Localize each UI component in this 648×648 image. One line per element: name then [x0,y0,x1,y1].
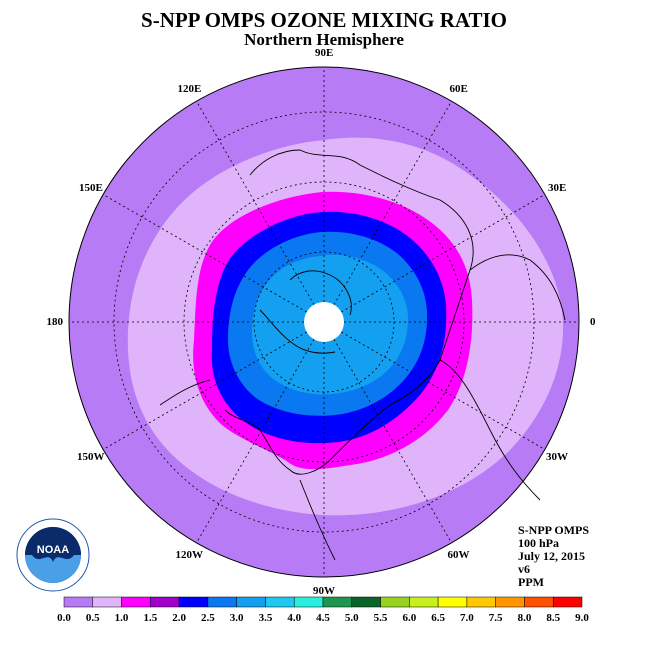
lon-label: 30W [545,450,568,463]
map-title: S-NPP OMPS OZONE MIXING RATIO [141,8,507,32]
colorbar: 0.0 0.5 1.0 1.5 2.0 2.5 3.0 3.5 4.0 4.5 5.0 5.5 6.0 6… [57,596,589,624]
colorbar-tick-label: 2.5 [201,612,215,624]
ozone-field [69,67,579,577]
info-line-level: 100 hPa [518,536,560,550]
colorbar-tick-label: 2.0 [172,612,186,624]
lon-label: 180 [46,316,64,328]
colorbar-swatch [121,596,151,608]
meridian-line [102,194,307,313]
lon-label: 0 [590,316,596,328]
colorbar-swatch [150,596,180,608]
colorbar-tick-label: 4.0 [287,612,301,624]
meridian-line [196,100,315,305]
lon-label: 90E [315,47,334,59]
map-border [68,66,580,578]
colorbar-swatch [178,596,209,608]
colorbar-swatch [322,596,353,608]
colorbar-swatch [409,596,439,608]
meridian-line [341,331,546,450]
colorbar-ticks: 0.0 0.5 1.0 1.5 2.0 2.5 3.0 3.5 4.0 4.5 5.0 5.5 6.0 6… [57,612,589,624]
colorbar-tick-label: 7.0 [460,612,474,624]
colorbar-tick-label: 0.5 [86,612,100,624]
lon-label: 120W [175,548,204,561]
coastlines [159,149,566,561]
lon-label: 120E [177,83,202,96]
colorbar-swatch [351,596,381,608]
meridian-line [333,100,452,305]
lon-label: 60W [447,548,470,561]
info-block: S-NPP OMPS 100 hPa July 12, 2015 v6 PPM [518,524,589,589]
colorbar-tick-label: 5.5 [374,612,388,624]
colorbar-tick-label: 5.0 [345,612,359,624]
info-line-instrument: S-NPP OMPS [518,523,589,537]
meridian-line [102,331,307,450]
colorbar-swatches [63,596,583,608]
colorbar-swatch [552,596,583,608]
colorbar-tick-label: 9.0 [575,612,589,624]
map-subtitle: Northern Hemisphere [244,30,404,49]
meridian-line [196,339,315,544]
info-line-version: v6 [518,562,530,576]
colorbar-swatch [207,596,237,608]
noaa-logo-icon: NOAA [16,518,90,592]
colorbar-swatch [92,596,122,608]
colorbar-swatch [524,596,554,608]
lon-label: 60E [449,83,468,96]
colorbar-tick-label: 4.5 [316,612,330,624]
meridian-line [333,339,452,544]
meridians [69,67,579,577]
info-line-date: July 12, 2015 [518,549,586,563]
polar-map [68,66,580,578]
colorbar-tick-label: 3.5 [259,612,273,624]
colorbar-tick-label: 3.0 [230,612,244,624]
colorbar-tick-label: 6.5 [431,612,445,624]
colorbar-swatch [466,596,496,608]
colorbar-swatch [293,596,324,608]
lon-label: 90W [313,585,335,597]
colorbar-tick-label: 0.0 [57,612,71,624]
colorbar-tick-label: 1.0 [115,612,129,624]
info-line-units: PPM [518,575,544,589]
colorbar-swatch [380,596,410,608]
noaa-logo-text: NOAA [37,544,69,556]
lon-label: 30E [547,181,567,194]
colorbar-tick-label: 7.5 [489,612,503,624]
colorbar-swatch [236,596,266,608]
colorbar-tick-label: 1.5 [143,612,157,624]
colorbar-tick-label: 8.5 [546,612,560,624]
colorbar-swatch [495,596,525,608]
colorbar-swatch [63,596,94,608]
colorbar-swatch [265,596,295,608]
lon-label: 150E [79,181,103,194]
colorbar-tick-label: 8.0 [518,612,532,624]
lon-label: 150W [77,450,105,463]
colorbar-swatch [437,596,468,608]
meridian-line [341,194,546,313]
colorbar-tick-label: 6.0 [402,612,416,624]
pole-hole [304,302,344,342]
